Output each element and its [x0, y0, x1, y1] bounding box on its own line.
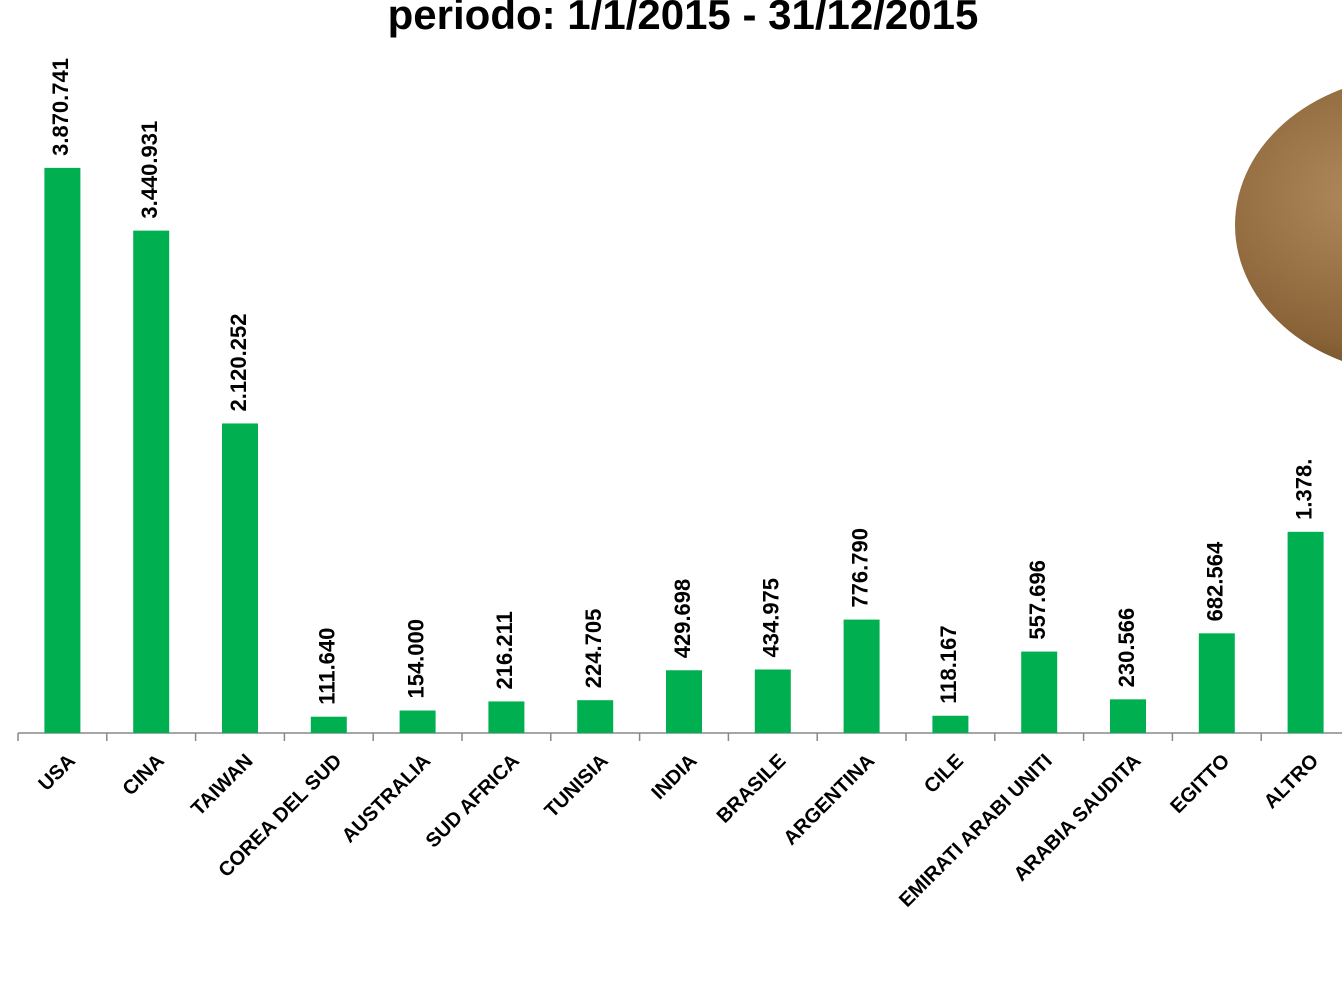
- bar: [310, 716, 347, 733]
- bar: [932, 715, 969, 733]
- x-tick-label: BRASILE: [713, 750, 791, 828]
- x-tick-label: EMIRATI ARABI UNITI: [895, 750, 1057, 912]
- bar: [44, 167, 81, 733]
- x-tick-label: EGITTO: [1166, 750, 1234, 818]
- value-label: 434.975: [759, 578, 784, 658]
- value-label: 2.120.252: [226, 314, 251, 412]
- value-label: 154.000: [403, 619, 428, 699]
- x-tick-label: ALTRO: [1260, 750, 1323, 813]
- bar: [488, 701, 525, 733]
- x-tick-label: ARGENTINA: [780, 750, 880, 850]
- value-label: 111.640: [315, 628, 340, 705]
- value-label: 230.566: [1114, 608, 1139, 688]
- bar: [222, 423, 258, 733]
- x-tick-label: SUD AFRICA: [422, 750, 524, 852]
- value-label: 224.705: [581, 609, 606, 689]
- chart-title: periodo: 1/1/2015 - 31/12/2015: [388, 0, 979, 38]
- bar: [133, 230, 170, 733]
- value-label: 776.790: [847, 528, 872, 608]
- x-tick-label: TAIWAN: [187, 750, 257, 820]
- x-tick-label: INDIA: [647, 750, 701, 804]
- value-label: 3.870.741: [48, 58, 73, 156]
- value-label: 429.698: [670, 579, 695, 659]
- bar: [577, 700, 614, 733]
- bar: [1110, 699, 1146, 733]
- x-tick-label: AUSTRALIA: [338, 750, 435, 847]
- value-label: 682.564: [1203, 541, 1228, 621]
- x-tick-label: CILE: [920, 750, 968, 798]
- bar: [1021, 651, 1058, 733]
- bar: [843, 619, 880, 733]
- value-label: 3.440.931: [137, 121, 162, 219]
- bar: [754, 669, 791, 733]
- x-tick-label: USA: [35, 750, 80, 795]
- value-label: 216.211: [492, 611, 517, 689]
- bar: [1287, 531, 1324, 733]
- value-label: 557.696: [1025, 560, 1050, 640]
- value-label: 118.167: [936, 625, 961, 703]
- kiwi-image: [1235, 89, 1342, 361]
- bar: [1198, 633, 1235, 733]
- bar: [399, 710, 436, 733]
- bar: [666, 670, 702, 733]
- x-tick-label: TUNISIA: [541, 750, 613, 822]
- value-label: 1.378.: [1291, 459, 1316, 520]
- x-tick-label: CINA: [119, 750, 169, 800]
